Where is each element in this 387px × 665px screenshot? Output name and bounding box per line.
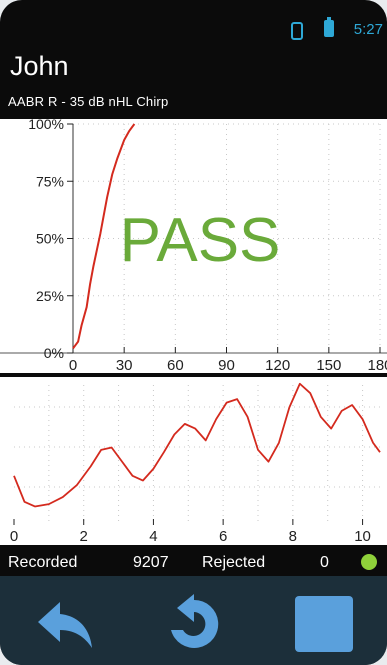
waveform-chart: 0 2 4 6 8 10	[0, 377, 387, 545]
x-tick-label: 90	[218, 357, 235, 373]
rejected-value: 0	[320, 554, 329, 571]
waveform-chart-svg: 0 2 4 6 8 10	[10, 382, 381, 545]
counts-bar: Recorded 9207 Rejected 0	[0, 549, 387, 575]
status-bar: 5:27	[0, 0, 387, 42]
progress-curve	[72, 123, 136, 350]
y-tick-label: 75%	[36, 173, 64, 189]
x-tick-label: 30	[116, 357, 133, 373]
stop-icon	[295, 596, 353, 652]
x-tick-label: 10	[354, 528, 371, 545]
x-tick-label: 8	[289, 528, 297, 545]
progress-chart: 0% 25% 50% 75% 100% 0 30 60 90 120 150 180 PASS	[0, 116, 387, 374]
back-button[interactable]	[34, 594, 96, 654]
redo-icon	[171, 594, 219, 648]
x-tick-label: 150	[316, 357, 341, 373]
x-tick-label: 2	[80, 528, 88, 545]
waveform-curve	[13, 382, 381, 508]
y-tick-label: 0%	[44, 345, 64, 361]
x-tick-label: 120	[265, 357, 290, 373]
back-arrow-icon	[38, 602, 92, 648]
progress-chart-svg: 0% 25% 50% 75% 100% 0 30 60 90 120 150 180 PASS	[0, 116, 387, 374]
status-indicator-icon	[361, 554, 377, 570]
x-tick-label: 0	[10, 528, 18, 545]
recorded-value: 9207	[133, 554, 169, 571]
x-tick-label: 6	[219, 528, 227, 545]
battery-icon	[324, 17, 334, 37]
pass-result-label: PASS	[120, 206, 281, 275]
x-tick-label: 180	[367, 357, 387, 373]
rejected-label: Rejected	[202, 554, 266, 571]
stop-button[interactable]	[293, 594, 355, 654]
y-tick-label: 25%	[36, 288, 64, 304]
test-label: AABR R - 35 dB nHL Chirp	[8, 94, 169, 109]
x-tick-label: 60	[167, 357, 184, 373]
vibrate-icon	[291, 22, 303, 40]
y-tick-label: 50%	[36, 231, 64, 247]
redo-button[interactable]	[163, 594, 225, 654]
recorded-label: Recorded	[8, 554, 78, 571]
navigation-bar	[0, 576, 387, 665]
x-tick-label: 0	[69, 357, 77, 373]
x-tick-label: 4	[149, 528, 157, 545]
patient-name: John	[10, 51, 69, 81]
y-tick-label: 100%	[28, 119, 64, 132]
status-time: 5:27	[353, 21, 383, 38]
